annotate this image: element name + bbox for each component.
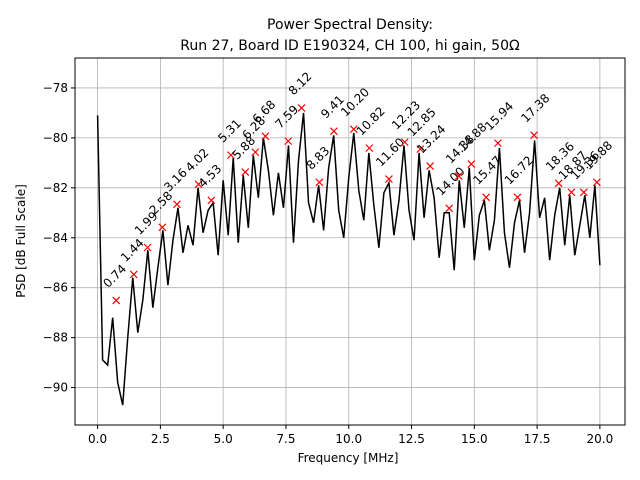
x-axis-label: Frequency [MHz] xyxy=(298,451,399,465)
y-tick-label: −80 xyxy=(43,131,68,145)
peak-marker xyxy=(385,175,393,184)
x-tick-label: 0.0 xyxy=(88,432,107,446)
y-axis-label: PSD [dB Full Scale] xyxy=(14,184,28,298)
peak-marker xyxy=(400,138,409,147)
peak-marker xyxy=(530,131,539,140)
peak-marker xyxy=(579,188,588,197)
peak-marker xyxy=(284,137,293,146)
x-tick-label: 5.0 xyxy=(214,432,233,446)
peak-label: 10.82 xyxy=(354,104,388,138)
peak-marker xyxy=(143,243,152,252)
x-tick-label: 7.5 xyxy=(276,432,295,446)
peak-marker xyxy=(592,178,601,187)
peak-marker xyxy=(297,104,306,112)
peak-label: 14.00 xyxy=(433,164,467,198)
peak-marker xyxy=(158,223,167,232)
y-tick-label: −90 xyxy=(43,381,68,395)
y-tick-label: −88 xyxy=(43,331,68,345)
peak-marker xyxy=(330,127,338,136)
peak-label: 0.74 xyxy=(100,262,129,291)
x-tick-label: 10.0 xyxy=(335,432,362,446)
peak-marker xyxy=(554,179,563,188)
peak-marker xyxy=(482,193,491,202)
y-tick-label: −78 xyxy=(43,81,68,95)
x-tick-label: 17.5 xyxy=(524,432,551,446)
peak-marker xyxy=(467,160,476,169)
peak-marker xyxy=(112,296,121,305)
peak-marker xyxy=(315,178,324,187)
x-tick-label: 15.0 xyxy=(461,432,488,446)
peak-marker xyxy=(454,172,463,181)
peak-marker xyxy=(426,162,435,171)
peak-marker xyxy=(416,145,425,154)
peak-marker xyxy=(493,139,502,148)
peak-marker xyxy=(129,270,138,279)
peak-marker xyxy=(513,193,522,202)
x-tick-label: 20.0 xyxy=(587,432,614,446)
peak-marker xyxy=(261,132,270,141)
peak-label: 16.72 xyxy=(502,153,536,187)
peak-marker xyxy=(365,144,374,153)
peak-marker xyxy=(194,180,203,189)
peak-marker xyxy=(207,196,216,205)
peak-marker xyxy=(241,168,250,177)
peak-marker xyxy=(349,125,358,134)
chart-title: Power Spectral Density: xyxy=(267,17,433,33)
psd-line xyxy=(96,112,601,406)
x-tick-label: 12.5 xyxy=(398,432,425,446)
peak-label: 3.16 xyxy=(161,166,190,195)
peak-label: 15.94 xyxy=(482,99,516,133)
peak-label: 17.38 xyxy=(518,91,552,125)
peak-marker xyxy=(567,188,576,197)
peak-label: 8.12 xyxy=(286,69,315,98)
plot-frame xyxy=(74,57,626,426)
peak-label: 1.44 xyxy=(118,236,147,265)
x-tick-label: 2.5 xyxy=(151,432,170,446)
y-tick-label: −86 xyxy=(43,281,68,295)
y-tick-label: −84 xyxy=(43,231,68,245)
peak-label: 15.47 xyxy=(470,153,504,187)
peak-marker xyxy=(251,148,260,157)
y-tick-label: −82 xyxy=(43,181,68,195)
peak-marker xyxy=(445,204,454,213)
chart-title: Run 27, Board ID E190324, CH 100, hi gai… xyxy=(180,38,520,54)
peak-marker xyxy=(227,151,235,160)
peak-marker xyxy=(173,200,181,209)
